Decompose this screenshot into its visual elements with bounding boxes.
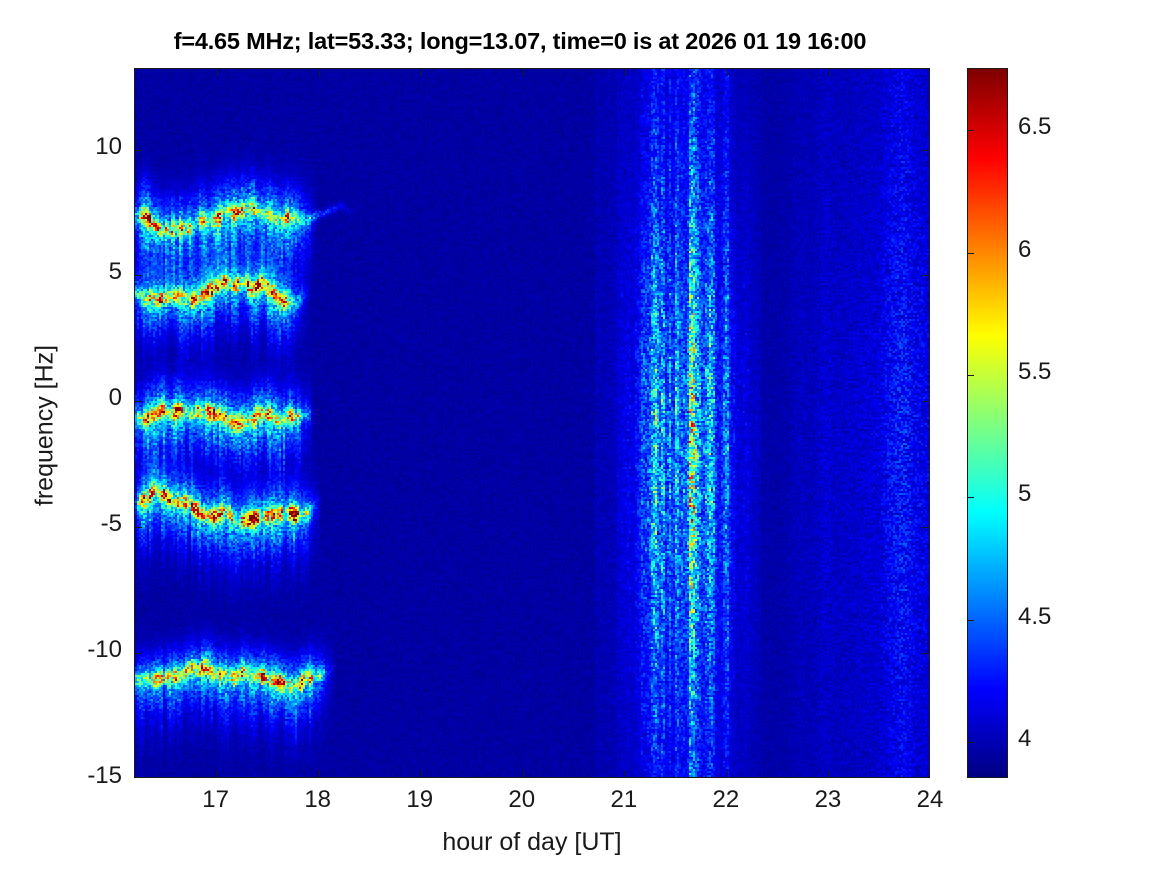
x-tick-top [624,69,626,76]
spectrogram-axes [134,68,930,778]
y-tick-right [922,149,929,151]
page-title: f=4.65 MHz; lat=53.33; long=13.07, time=… [173,28,867,54]
colorbar-tick [968,497,974,499]
y-tick-label: -10 [87,636,122,664]
x-tick-label: 20 [508,786,536,813]
y-tick-right [922,653,929,655]
colorbar-tick [968,742,974,744]
y-tick [135,653,142,655]
x-tick [522,770,524,777]
x-tick-label: 17 [202,786,229,813]
x-tick [726,770,728,777]
x-tick-label: 19 [406,786,434,813]
y-tick [135,401,142,403]
colorbar-tick [968,130,974,132]
x-tick-top [216,69,218,76]
colorbar-tick-label: 5 [1018,480,1032,508]
y-tick [135,527,142,529]
x-tick [318,770,320,777]
colorbar-tick-label: 4.5 [1018,602,1052,630]
colorbar-tick [968,252,974,254]
x-tick [624,770,626,777]
x-tick [420,770,422,777]
colorbar [967,68,1008,778]
y-tick-label: -5 [100,510,122,538]
x-tick-label: 21 [610,786,638,813]
y-tick-label: 0 [108,384,122,412]
colorbar-tick-label: 5.5 [1018,358,1052,386]
x-tick-top [420,69,422,76]
y-tick [135,275,142,277]
y-tick [135,149,142,151]
x-tick-label: 22 [712,786,740,813]
y-tick-right [922,401,929,403]
y-axis-label: frequency [Hz] [30,344,59,507]
colorbar-tick-label: 4 [1018,725,1032,753]
x-tick-top [318,69,320,76]
spectrogram-image [135,69,929,777]
x-tick-top [522,69,524,76]
colorbar-tick [968,619,974,621]
x-tick-label: 18 [304,786,332,813]
y-tick-right [922,527,929,529]
colorbar-gradient [968,69,1007,777]
y-tick-label: 10 [95,132,122,160]
x-tick-label: 24 [916,786,944,813]
y-tick-label: 5 [108,258,122,286]
x-tick-top [726,69,728,76]
x-tick [216,770,218,777]
colorbar-tick-label: 6.5 [1018,113,1052,141]
y-tick-right [922,275,929,277]
x-tick-label: 23 [814,786,842,813]
x-axis-label: hour of day [UT] [442,828,622,856]
colorbar-tick [968,375,974,377]
x-tick-top [828,69,830,76]
colorbar-tick-label: 6 [1018,235,1032,263]
y-tick-label: -15 [87,762,122,789]
x-tick [828,770,830,777]
